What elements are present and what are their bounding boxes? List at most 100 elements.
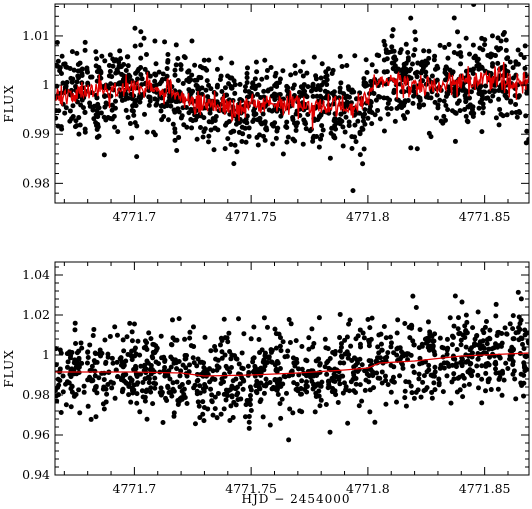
data-point	[510, 371, 516, 377]
data-point	[526, 137, 529, 143]
data-point	[459, 299, 465, 305]
data-point	[76, 355, 82, 361]
data-point	[444, 373, 450, 379]
x-tick-label: 4771.7	[113, 481, 157, 496]
data-point	[106, 62, 112, 68]
data-point	[194, 378, 200, 384]
data-point	[154, 97, 160, 103]
data-point	[503, 47, 509, 53]
data-point	[486, 346, 492, 352]
data-point	[233, 386, 239, 392]
data-point	[475, 309, 481, 315]
data-point	[153, 72, 159, 78]
x-axis-label: HJD − 2454000	[241, 492, 350, 506]
data-point	[236, 361, 242, 367]
data-point	[190, 355, 196, 361]
data-point	[381, 95, 387, 101]
data-point	[201, 418, 207, 424]
data-point	[170, 335, 176, 341]
data-point	[201, 129, 207, 135]
data-point	[416, 345, 422, 351]
data-point	[440, 389, 446, 395]
data-point	[522, 327, 528, 333]
data-point	[320, 127, 326, 133]
data-point	[107, 52, 113, 58]
data-point	[516, 93, 522, 99]
data-point	[200, 399, 206, 405]
data-point	[142, 66, 148, 72]
data-point	[146, 94, 152, 100]
data-point	[368, 358, 374, 364]
data-point	[160, 71, 166, 77]
data-point	[479, 65, 485, 71]
data-point	[318, 75, 324, 81]
data-point	[368, 336, 374, 342]
data-point	[172, 109, 178, 115]
data-point	[456, 43, 462, 49]
data-point	[459, 356, 465, 362]
data-point	[200, 386, 206, 392]
data-point	[276, 331, 282, 337]
data-point	[168, 103, 174, 109]
data-point	[208, 348, 214, 354]
data-point	[63, 105, 69, 111]
data-point	[206, 57, 212, 63]
data-point	[103, 100, 109, 106]
data-point	[295, 388, 301, 394]
data-point	[198, 125, 203, 131]
data-point	[284, 139, 290, 145]
data-point	[357, 152, 363, 158]
data-point	[463, 113, 469, 119]
data-point	[110, 56, 116, 62]
data-point	[402, 395, 408, 401]
data-point	[192, 62, 198, 68]
data-point	[437, 97, 443, 103]
data-point	[158, 385, 164, 391]
data-point	[209, 399, 215, 405]
data-point	[503, 37, 509, 43]
x-tick-label: 4771.85	[459, 481, 511, 496]
data-point	[442, 66, 448, 72]
data-point	[441, 98, 447, 104]
data-point	[369, 315, 375, 321]
data-point	[189, 72, 195, 78]
data-point	[263, 376, 269, 382]
data-point	[360, 112, 366, 118]
data-point	[518, 335, 524, 341]
data-point	[428, 134, 434, 140]
data-point	[493, 313, 499, 319]
plot-frame	[54, 3, 530, 204]
data-point	[340, 143, 346, 149]
data-point	[420, 379, 426, 385]
data-point	[498, 111, 504, 117]
data-point	[278, 348, 284, 354]
data-point	[307, 128, 313, 134]
data-point	[383, 401, 389, 407]
data-point	[451, 323, 457, 329]
data-point	[244, 71, 250, 77]
data-point	[159, 117, 165, 123]
data-point	[352, 134, 358, 140]
data-point	[184, 353, 190, 359]
data-point	[258, 95, 264, 101]
data-point	[269, 121, 275, 127]
data-point	[457, 108, 463, 114]
data-point	[72, 320, 78, 326]
data-point	[479, 363, 485, 369]
data-point	[246, 133, 252, 139]
data-point	[293, 123, 299, 129]
data-point	[340, 390, 346, 396]
data-point	[374, 370, 380, 376]
data-point	[362, 387, 368, 393]
data-point	[221, 406, 227, 412]
data-point	[60, 389, 66, 395]
data-point	[119, 71, 125, 77]
data-point	[334, 120, 340, 126]
data-point	[251, 324, 257, 330]
data-point	[317, 93, 323, 99]
data-point	[337, 117, 343, 123]
data-point	[96, 375, 102, 381]
data-point	[232, 142, 238, 148]
data-point	[245, 363, 251, 369]
data-point	[517, 110, 523, 116]
